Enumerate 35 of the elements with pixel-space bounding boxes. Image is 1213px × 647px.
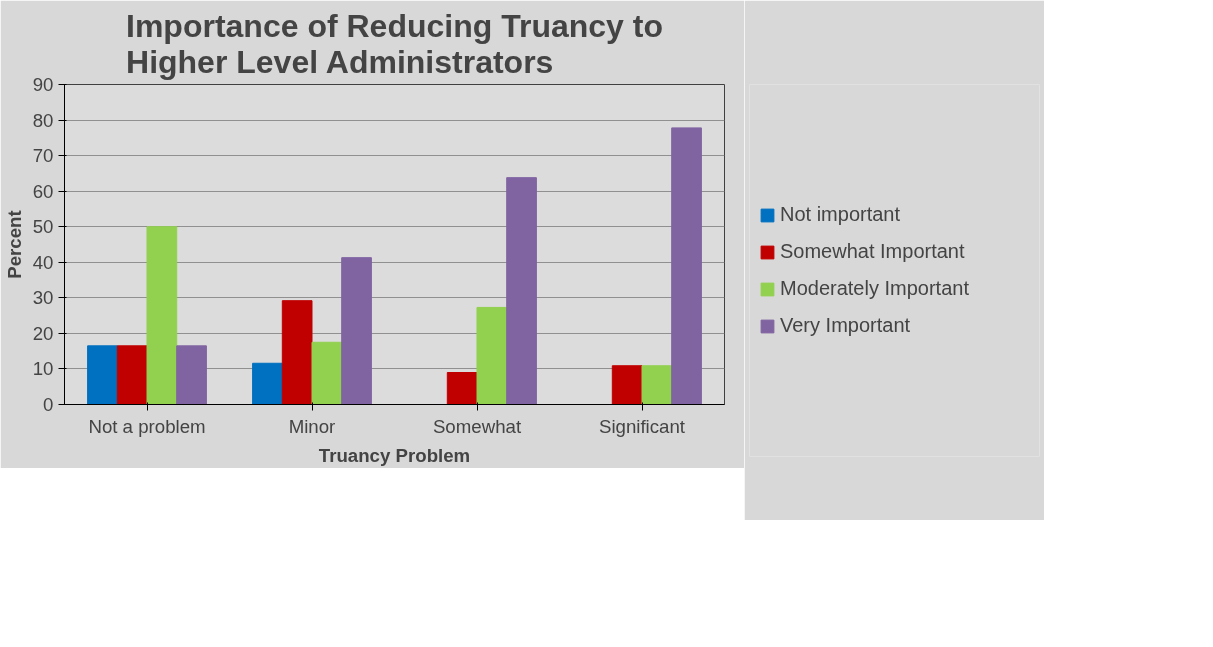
y-tick-label: 80 bbox=[32, 109, 54, 131]
y-tick-label: 0 bbox=[43, 394, 54, 415]
x-tick-label: Somewhat bbox=[432, 415, 522, 437]
bar bbox=[341, 257, 372, 405]
y-tick-label: 10 bbox=[32, 358, 54, 380]
bar bbox=[446, 372, 478, 405]
y-axis-title: Percent bbox=[3, 210, 25, 279]
bar bbox=[116, 345, 148, 405]
y-tick-label: 20 bbox=[32, 322, 54, 344]
bar bbox=[146, 226, 178, 405]
x-tick-label: Minor bbox=[288, 415, 336, 437]
bar bbox=[476, 306, 508, 405]
bar bbox=[506, 177, 537, 405]
bar bbox=[87, 345, 118, 405]
y-tick-label: 40 bbox=[32, 251, 54, 273]
bar bbox=[641, 365, 673, 405]
bar bbox=[281, 300, 313, 405]
bar bbox=[252, 362, 283, 405]
y-tick-label: 50 bbox=[32, 216, 54, 238]
y-tick-label: 60 bbox=[32, 180, 54, 202]
chart-title: Importance of Reducing Truancy to Higher Level Administrators bbox=[126, 7, 663, 80]
legend-label: Somewhat Important bbox=[780, 240, 965, 263]
legend-label: Not important bbox=[780, 203, 901, 226]
bar bbox=[611, 365, 643, 405]
legend-label: Very Important bbox=[780, 314, 911, 337]
x-tick-label: Significant bbox=[598, 415, 686, 437]
legend-label: Moderately Important bbox=[780, 277, 969, 300]
bar bbox=[176, 345, 207, 405]
y-tick-label: 30 bbox=[32, 287, 54, 309]
x-tick-label: Not a problem bbox=[88, 415, 206, 437]
y-tick-label: 90 bbox=[32, 74, 54, 95]
x-axis-title: Truancy Problem bbox=[318, 444, 471, 466]
bar bbox=[311, 341, 343, 405]
bar bbox=[671, 127, 702, 405]
y-tick-label: 70 bbox=[32, 145, 54, 167]
